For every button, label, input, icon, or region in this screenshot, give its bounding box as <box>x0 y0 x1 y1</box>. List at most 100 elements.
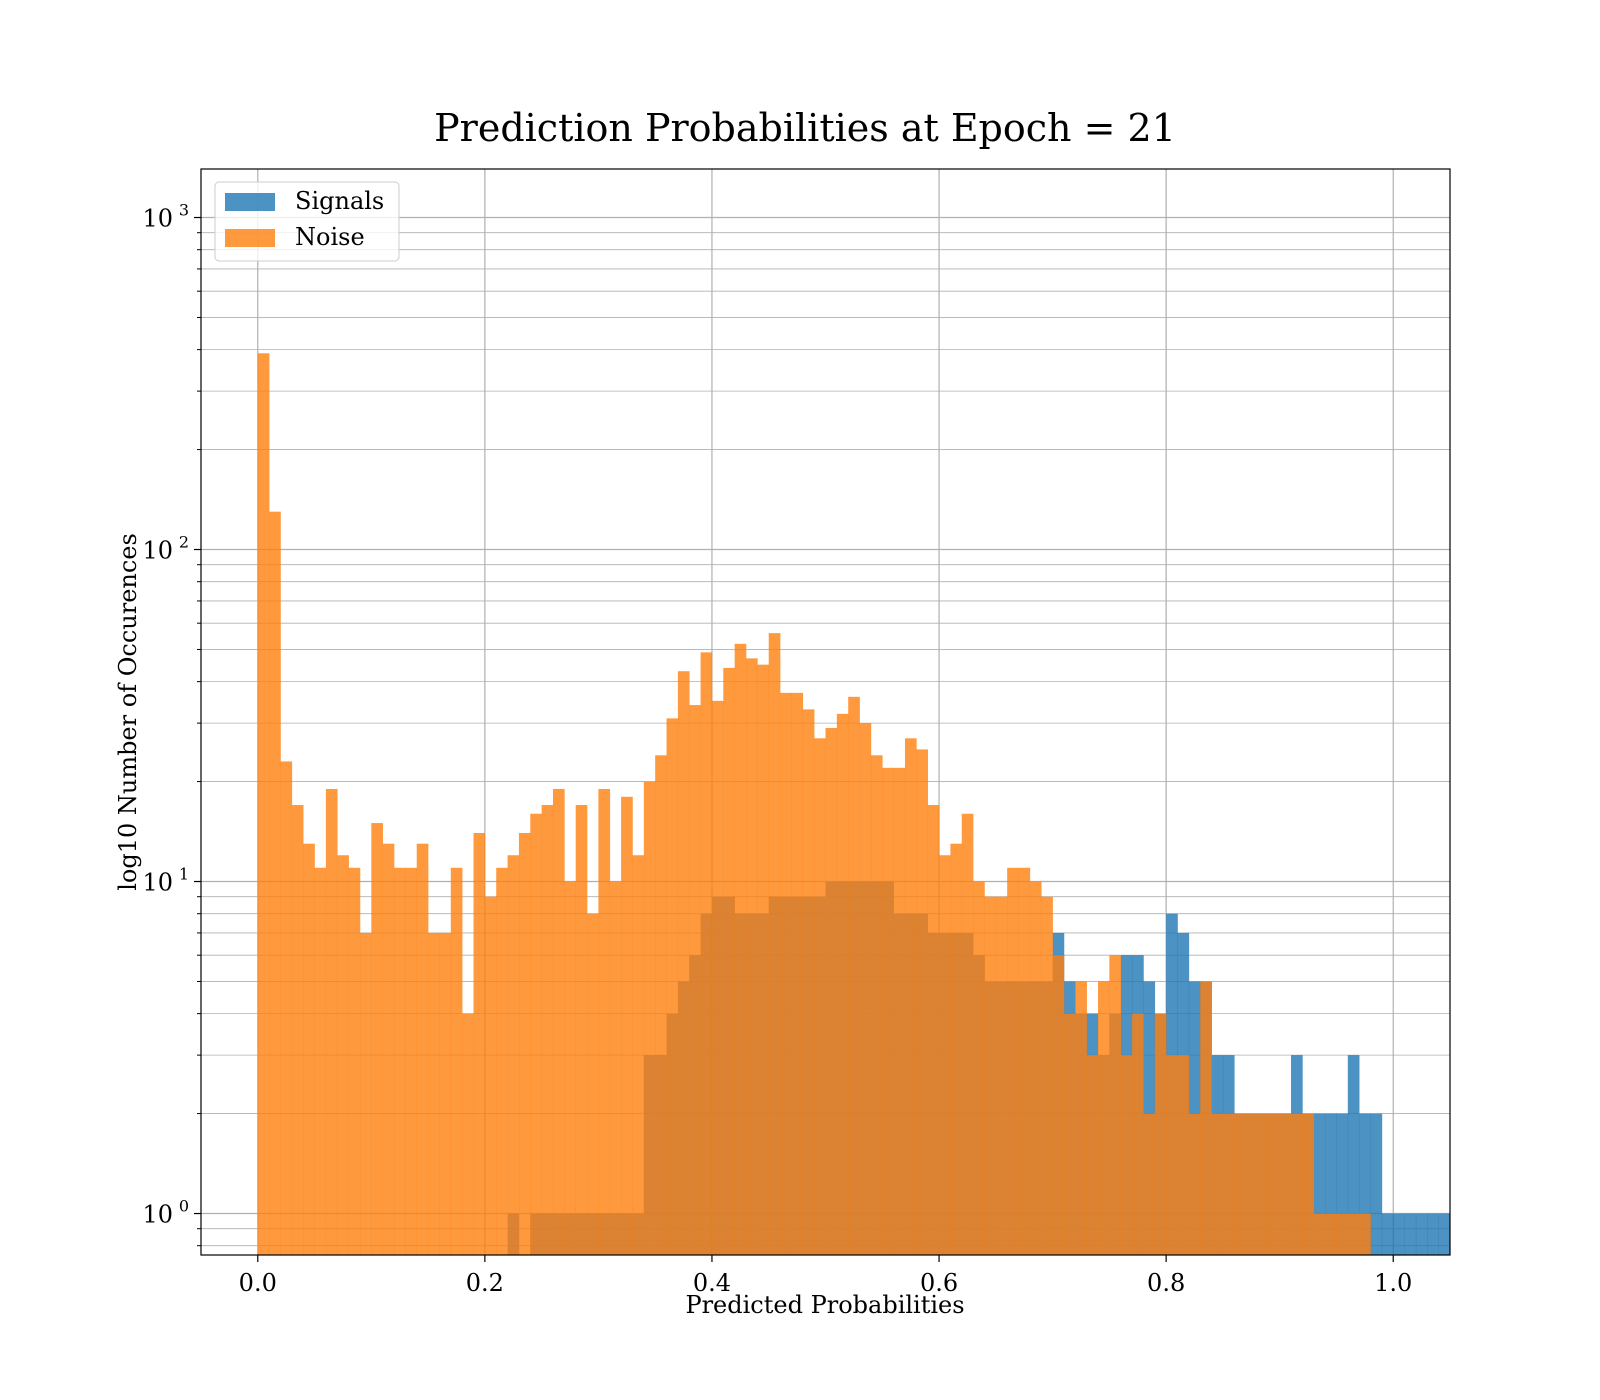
bar-signals <box>1325 1113 1337 1255</box>
bar-noise <box>700 652 713 1255</box>
x-tick-label: 0.6 <box>920 1269 958 1297</box>
bar-noise <box>757 664 770 1255</box>
bar-noise <box>746 658 758 1255</box>
bar-noise <box>291 805 304 1255</box>
bar-signals <box>1427 1213 1439 1255</box>
bar-noise <box>836 713 849 1255</box>
bar-noise <box>995 896 1008 1255</box>
bar-signals <box>1415 1213 1428 1255</box>
y-axis-label: log10 Number of Occurences <box>114 533 142 891</box>
legend-swatch-noise <box>225 229 275 247</box>
bar-noise <box>575 805 588 1255</box>
bar-noise <box>462 1013 474 1255</box>
y-tick-label: 10 <box>142 869 173 897</box>
bar-noise <box>1279 1113 1292 1255</box>
bar-noise <box>416 843 429 1255</box>
bar-noise <box>780 692 792 1255</box>
y-tick-exponent: 3 <box>179 201 189 220</box>
x-tick-label: 1.0 <box>1374 1269 1412 1297</box>
bar-signals <box>1393 1213 1405 1255</box>
bar-signals <box>1438 1213 1450 1255</box>
bar-noise <box>814 738 826 1255</box>
x-axis-label: Predicted Probabilities <box>685 1291 964 1319</box>
bar-noise <box>428 932 440 1255</box>
bar-noise <box>1268 1113 1280 1255</box>
bar-noise <box>1200 981 1212 1255</box>
bar-noise <box>314 867 327 1255</box>
bar-noise <box>1313 1213 1326 1255</box>
bar-noise <box>325 788 338 1255</box>
x-tick-label: 0.8 <box>1147 1269 1185 1297</box>
bar-noise <box>1086 1055 1099 1255</box>
bar-signals <box>1336 1113 1349 1255</box>
bar-noise <box>643 781 656 1255</box>
bar-noise <box>1166 1055 1178 1255</box>
y-tick-label: 10 <box>142 205 173 233</box>
bar-noise <box>893 767 906 1255</box>
bar-noise <box>848 696 860 1255</box>
bar-signals <box>1404 1213 1417 1255</box>
x-tick-label: 0.0 <box>239 1269 277 1297</box>
bar-signals <box>1313 1113 1326 1255</box>
bar-noise <box>655 755 667 1255</box>
bar-noise <box>1098 981 1110 1255</box>
bar-noise <box>1211 1113 1224 1255</box>
bar-noise <box>587 913 599 1255</box>
bar-noise <box>1325 1213 1337 1255</box>
bar-noise <box>269 511 281 1255</box>
bar-noise <box>1177 1055 1190 1255</box>
bar-noise <box>564 881 576 1255</box>
bar-noise <box>257 353 270 1255</box>
bar-noise <box>1154 1013 1167 1255</box>
bar-noise <box>859 723 872 1255</box>
bar-noise <box>382 843 395 1255</box>
bar-noise <box>916 749 928 1255</box>
bar-noise <box>904 738 917 1255</box>
bar-noise <box>768 633 781 1255</box>
bar-noise <box>1291 1113 1303 1255</box>
bar-noise <box>1018 867 1031 1255</box>
bar-noise <box>541 805 554 1255</box>
bar-noise <box>507 855 520 1255</box>
bar-noise <box>1245 1113 1258 1255</box>
bar-noise <box>1234 1113 1246 1255</box>
bar-signals <box>1370 1113 1383 1255</box>
y-tick-label: 10 <box>142 1201 173 1229</box>
bar-noise <box>1188 1113 1201 1255</box>
y-tick-exponent: 1 <box>179 865 189 884</box>
bar-noise <box>484 896 497 1255</box>
legend-label-noise: Noise <box>295 223 365 251</box>
bar-noise <box>1007 867 1019 1255</box>
bar-noise <box>1120 1055 1133 1255</box>
bar-noise <box>598 788 611 1255</box>
bar-noise <box>677 671 690 1255</box>
bar-noise <box>1302 1113 1315 1255</box>
axis-ticks: 10 0 10 1 10 2 10 3 0.0 0.2 0.4 0.6 0.8 1.0 <box>142 201 1412 1297</box>
y-tick-exponent: 2 <box>179 533 189 552</box>
bar-noise <box>802 709 815 1255</box>
bar-noise <box>496 867 508 1255</box>
bar-noise <box>1063 1013 1076 1255</box>
legend-label-signals: Signals <box>295 187 384 215</box>
legend: Signals Noise <box>214 181 400 262</box>
bar-noise <box>1143 1113 1156 1255</box>
bar-noise <box>882 767 894 1255</box>
bar-noise <box>825 728 838 1255</box>
bar-noise <box>1075 981 1087 1255</box>
bar-noise <box>1336 1213 1349 1255</box>
bar-noise <box>1347 1213 1360 1255</box>
bar-noise <box>405 867 418 1255</box>
bar-noise <box>984 896 997 1255</box>
bar-noise <box>734 643 747 1255</box>
bar-noise <box>1041 896 1053 1255</box>
bar-signals <box>1381 1213 1394 1255</box>
bar-noise <box>1029 881 1042 1255</box>
bar-noise <box>689 705 701 1255</box>
bar-noise <box>950 843 963 1255</box>
y-tick-exponent: 0 <box>179 1197 189 1216</box>
bar-noise <box>870 755 883 1255</box>
chart-title: Prediction Probabilities at Epoch = 21 <box>434 106 1176 150</box>
bar-noise <box>348 867 361 1255</box>
x-tick-label: 0.4 <box>693 1269 731 1297</box>
